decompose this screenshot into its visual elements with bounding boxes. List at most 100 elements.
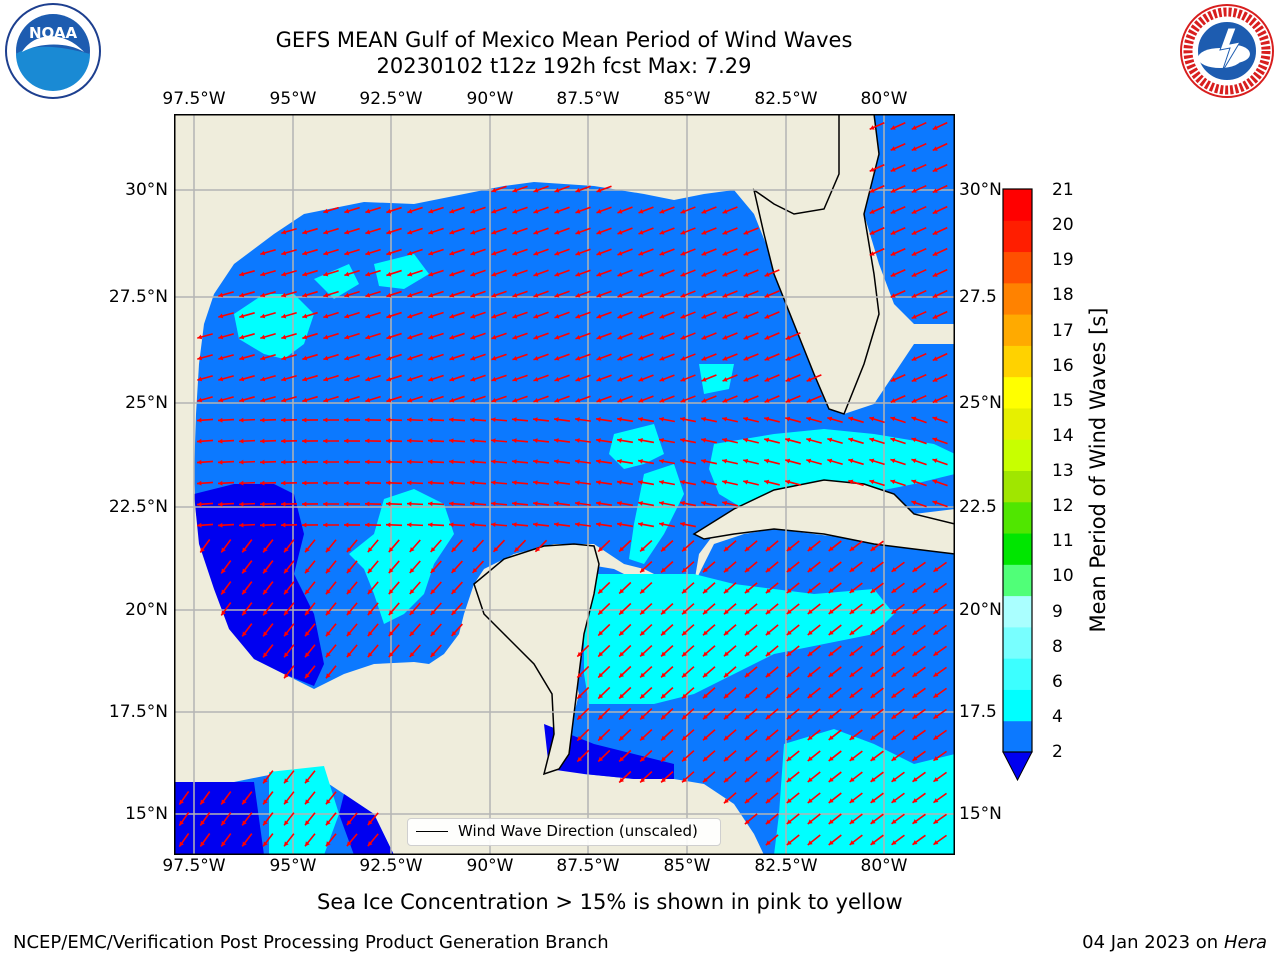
wind-wave-arrowhead [933,630,939,635]
wind-wave-arrowhead [661,735,666,741]
wind-wave-arrowhead [764,335,770,340]
wind-wave-arrowhead [344,292,350,298]
wind-wave-arrowhead [638,272,644,277]
wind-wave-arrowhead [869,230,875,235]
wind-wave-arrowhead [407,229,413,235]
wind-wave-arrowhead [365,292,371,298]
wind-wave-arrowhead [577,756,583,762]
wind-wave-arrowhead [263,652,268,658]
wind-wave-arrowhead [491,208,497,214]
wind-wave-arrowhead [325,841,331,847]
wind-wave-arrowhead [870,819,876,824]
wind-wave-arrowhead [828,567,834,572]
wind-wave-arrowhead [722,293,728,298]
wind-wave-arrowhead [827,437,833,443]
wind-wave-arrowhead [911,314,917,319]
wind-wave-arrowhead [786,588,792,594]
wind-wave-arrowhead [346,568,352,574]
lon-label-top: 85°W [663,89,711,109]
wind-wave-arrowhead [743,437,749,443]
wind-wave-arrowhead [430,631,436,636]
wind-wave-arrowhead [764,479,770,485]
wind-wave-arrowhead [407,271,413,277]
wind-wave-arrowhead [891,798,897,803]
wind-wave-arrowhead [284,820,289,826]
wind-wave-arrowhead [765,819,771,825]
wind-wave-arrowhead [869,416,875,422]
wind-wave-arrowhead [365,376,371,382]
wind-wave-arrowhead [933,609,939,614]
wind-wave-arrowhead [407,417,412,423]
wind-wave-arrowhead [786,546,792,552]
wind-wave-arrowhead [449,292,455,298]
wind-wave-arrowhead [890,167,896,172]
wind-wave-arrowhead [242,568,247,574]
wind-wave-arrowhead [200,799,205,805]
wind-wave-arrowhead [701,458,706,464]
wind-wave-arrowhead [682,609,687,615]
colorbar-tick-label: 16 [1052,355,1074,376]
wind-wave-arrowhead [491,229,497,235]
wind-wave-arrowhead [491,292,497,298]
colorbar-tick-label: 9 [1052,601,1063,622]
wind-wave-arrowhead [932,314,938,319]
wind-wave-arrowhead [744,588,750,594]
wind-wave-arrowhead [911,125,917,130]
wind-wave-arrowhead [848,458,854,464]
wind-wave-arrowhead [281,480,286,486]
wind-wave-arrowhead [786,840,792,846]
wind-wave-arrowhead [661,756,666,762]
wind-wave-arrowhead [722,437,728,443]
wind-wave-arrowhead [807,588,813,593]
wind-wave-arrowhead [911,251,917,256]
lon-label-top: 97.5°W [162,89,226,109]
wind-wave-arrowhead [512,397,518,403]
wind-wave-arrowhead [302,417,307,423]
wind-wave-arrowhead [325,799,331,805]
wind-wave-arrowhead [661,546,666,552]
wind-wave-arrowhead [407,355,413,361]
wind-wave-arrowhead [221,547,226,553]
wind-wave-arrowhead [554,355,560,361]
wind-wave-arrowhead [533,292,539,298]
wind-wave-arrowhead [533,229,539,235]
colorbar-label: Mean Period of Wind Waves [s] [1086,307,1110,633]
map-plot [174,114,955,855]
wind-wave-arrowhead [743,458,749,464]
colorbar [1000,186,1040,786]
colorbar-segment [1003,501,1032,534]
wind-wave-arrowhead [491,376,497,382]
wind-wave-arrowhead [344,334,350,340]
wind-wave-arrowhead [323,313,329,319]
wind-wave-arrowhead [260,355,266,361]
wind-wave-arrowhead [932,230,938,235]
wind-wave-arrowhead [932,500,938,506]
wind-wave-arrowhead [451,631,457,636]
wind-wave-arrowhead [323,208,329,214]
wind-wave-arrowhead [785,479,791,485]
wind-wave-arrowhead [596,438,601,443]
wind-wave-arrowhead [239,376,245,382]
wind-wave-arrowhead [870,756,876,761]
wind-wave-arrowhead [723,630,729,636]
wind-wave-arrowhead [596,335,602,340]
wind-wave-arrowhead [933,672,939,677]
lat-label-right: 30°N [959,180,1002,200]
wind-wave-arrowhead [367,568,373,574]
wind-wave-arrowhead [302,480,307,486]
wind-wave-arrowhead [598,609,604,615]
colorbar-tick-label: 12 [1052,496,1074,517]
wind-wave-arrowhead [386,271,392,277]
wind-wave-arrowhead [638,417,643,422]
wind-wave-arrowhead [263,589,268,595]
wind-wave-arrowhead [869,437,875,443]
wind-wave-arrowhead [554,229,560,235]
lat-label-left: 20°N [125,600,168,620]
wind-wave-arrowhead [260,271,266,277]
wind-wave-arrowhead [640,735,645,741]
wind-wave-arrowhead [218,397,224,403]
wind-wave-arrowhead [891,693,897,698]
lon-label-top: 82.5°W [754,89,818,109]
wind-wave-arrowhead [723,609,729,615]
wind-wave-arrowhead [680,272,686,277]
